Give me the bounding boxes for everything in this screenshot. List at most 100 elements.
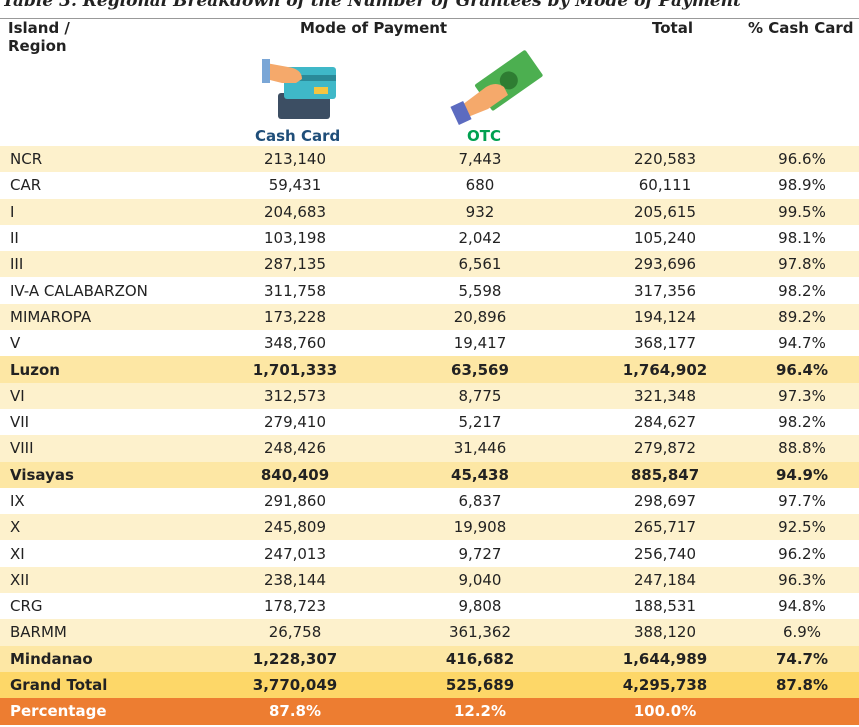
cell: 87.8% <box>745 672 859 698</box>
cell: 293,696 <box>585 251 745 277</box>
cell: 279,410 <box>215 409 375 435</box>
cell: 284,627 <box>585 409 745 435</box>
cell: 94.9% <box>745 462 859 488</box>
cell: 3,770,049 <box>215 672 375 698</box>
cell: 100.0% <box>585 698 745 724</box>
cell: 321,348 <box>585 383 745 409</box>
cell: 89.2% <box>745 304 859 330</box>
cell: 1,228,307 <box>215 646 375 672</box>
cell: 88.8% <box>745 435 859 461</box>
row-label: Luzon <box>0 356 215 382</box>
cell: 287,135 <box>215 251 375 277</box>
cell: 312,573 <box>215 383 375 409</box>
cell: 298,697 <box>585 488 745 514</box>
row-label: XII <box>0 567 215 593</box>
cell: 9,040 <box>375 567 585 593</box>
cell: 840,409 <box>215 462 375 488</box>
cell: 291,860 <box>215 488 375 514</box>
cell: 1,644,989 <box>585 646 745 672</box>
cell: 96.2% <box>745 540 859 566</box>
otc-icon <box>448 47 548 127</box>
cell: 105,240 <box>585 225 745 251</box>
cell: 213,140 <box>215 146 375 172</box>
cell: 204,683 <box>215 199 375 225</box>
cash-card-icon <box>262 53 342 123</box>
cell: 247,184 <box>585 567 745 593</box>
cell: 680 <box>375 172 585 198</box>
page: Table 3. Regional Breakdown of the Numbe… <box>0 0 859 727</box>
cell: 311,758 <box>215 277 375 303</box>
cell: 9,727 <box>375 540 585 566</box>
row-label: XI <box>0 540 215 566</box>
row-label: VI <box>0 383 215 409</box>
cell: 94.8% <box>745 593 859 619</box>
cell: 1,701,333 <box>215 356 375 382</box>
cell: 96.3% <box>745 567 859 593</box>
row-label: II <box>0 225 215 251</box>
cell: 74.7% <box>745 646 859 672</box>
cell: 6.9% <box>745 619 859 645</box>
cell: 12.2% <box>375 698 585 724</box>
column-header: Island / Region <box>8 19 98 55</box>
row-label: Mindanao <box>0 646 215 672</box>
cell: 238,144 <box>215 567 375 593</box>
cell: 368,177 <box>585 330 745 356</box>
row-label: NCR <box>0 146 215 172</box>
cell: 97.3% <box>745 383 859 409</box>
cell: 96.6% <box>745 146 859 172</box>
row-label: VII <box>0 409 215 435</box>
cell: 317,356 <box>585 277 745 303</box>
cell: 99.5% <box>745 199 859 225</box>
cell: 6,837 <box>375 488 585 514</box>
cell: 348,760 <box>215 330 375 356</box>
cell: 97.7% <box>745 488 859 514</box>
row-label: III <box>0 251 215 277</box>
cell: 5,598 <box>375 277 585 303</box>
cell: 94.7% <box>745 330 859 356</box>
cell: 2,042 <box>375 225 585 251</box>
cell: 256,740 <box>585 540 745 566</box>
cell: 97.8% <box>745 251 859 277</box>
cell: 525,689 <box>375 672 585 698</box>
cell: 265,717 <box>585 514 745 540</box>
column-header: % Cash Card <box>748 19 853 37</box>
cell: 173,228 <box>215 304 375 330</box>
cell: 932 <box>375 199 585 225</box>
cell: 98.2% <box>745 409 859 435</box>
cell: 361,362 <box>375 619 585 645</box>
cell: 19,417 <box>375 330 585 356</box>
cell: 194,124 <box>585 304 745 330</box>
cell: 205,615 <box>585 199 745 225</box>
cell: 45,438 <box>375 462 585 488</box>
cell: 279,872 <box>585 435 745 461</box>
row-label: Visayas <box>0 462 215 488</box>
table-header: Island / Region Mode of Payment Total % … <box>0 18 859 147</box>
cell: 388,120 <box>585 619 745 645</box>
cell: 98.9% <box>745 172 859 198</box>
cell: 60,111 <box>585 172 745 198</box>
cell: 8,775 <box>375 383 585 409</box>
cell: 59,431 <box>215 172 375 198</box>
cell: 63,569 <box>375 356 585 382</box>
cell: 98.1% <box>745 225 859 251</box>
